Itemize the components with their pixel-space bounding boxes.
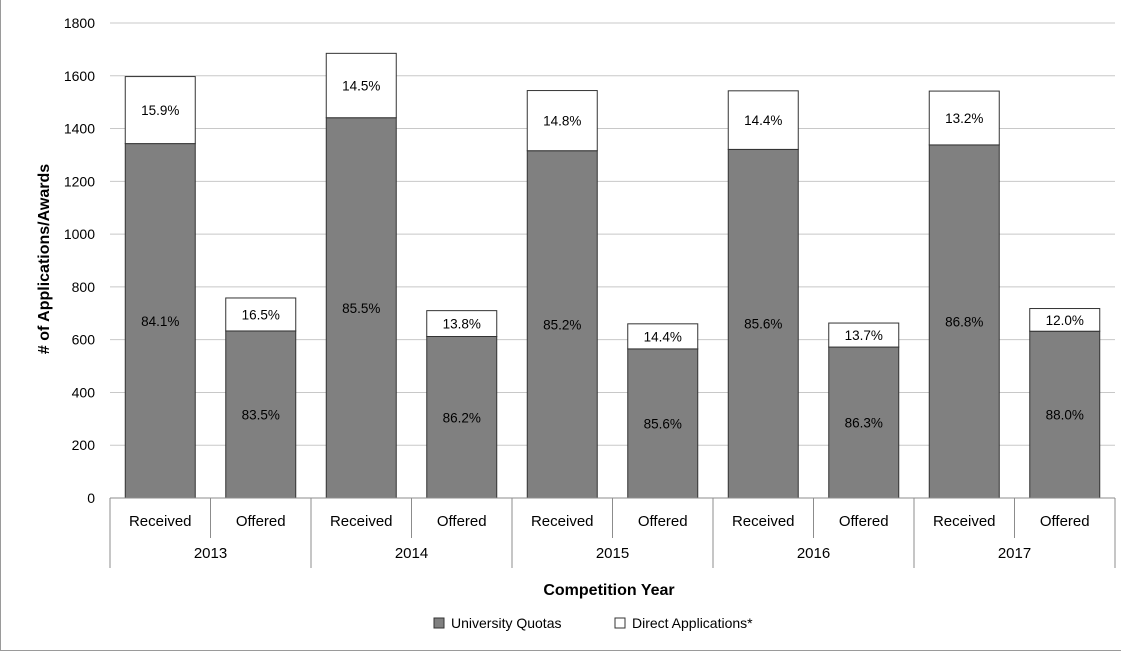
bar-university-quotas — [727, 148, 799, 499]
bar-direct-applications — [928, 90, 1000, 146]
x-group-label: 2016 — [797, 545, 830, 562]
x-category-label: Received — [129, 513, 192, 530]
bar-direct-applications — [526, 90, 598, 152]
data-label-university-quotas: 85.2% — [543, 317, 581, 332]
data-label-university-quotas: 86.3% — [845, 416, 883, 431]
bar-direct-applications — [124, 76, 196, 145]
legend: University Quotas Direct Applications* — [433, 615, 753, 631]
y-tick-label: 400 — [72, 384, 96, 400]
bar-university-quotas — [928, 144, 1000, 499]
data-label-direct-applications: 14.4% — [744, 113, 782, 128]
data-label-university-quotas: 85.6% — [644, 416, 682, 431]
y-tick-label: 1200 — [64, 173, 95, 189]
data-label-university-quotas: 86.8% — [945, 314, 983, 329]
x-category-label: Offered — [839, 513, 889, 530]
data-label-direct-applications: 14.8% — [543, 114, 581, 129]
data-label-university-quotas: 88.0% — [1046, 408, 1084, 423]
data-label-university-quotas: 86.2% — [443, 410, 481, 425]
y-tick-label: 200 — [72, 437, 96, 453]
bars — [124, 52, 1101, 499]
x-category-label: Received — [531, 513, 594, 530]
x-category-label: Offered — [236, 513, 286, 530]
data-label-direct-applications: 14.4% — [644, 329, 682, 344]
bar-direct-applications — [325, 52, 397, 119]
y-tick-label: 1000 — [64, 226, 95, 242]
x-category-label: Offered — [437, 513, 487, 530]
data-label-direct-applications: 13.7% — [845, 328, 883, 343]
legend-label: University Quotas — [451, 615, 561, 631]
labels: 84.1% 15.9% 83.5% 16.5% 85.5% 14.5% 86.2% 13.8%… — [141, 79, 1084, 432]
bar-university-quotas — [124, 143, 196, 499]
x-category-label: Offered — [1040, 513, 1090, 530]
bar-university-quotas — [828, 346, 900, 499]
x-group-label: 2013 — [194, 545, 227, 562]
x-group-label: 2017 — [998, 545, 1031, 562]
data-label-university-quotas: 83.5% — [242, 407, 280, 422]
data-label-direct-applications: 15.9% — [141, 103, 179, 118]
y-tick-label: 800 — [72, 279, 96, 295]
x-category-label: Received — [933, 513, 996, 530]
bar-university-quotas — [1029, 330, 1101, 499]
data-label-university-quotas: 85.6% — [744, 317, 782, 332]
y-tick-label: 0 — [87, 490, 95, 506]
axes: 0 200 400 600 800 1000 1200 1400 1600 1800 Receive… — [64, 15, 1116, 568]
y-axis-title: # of Applications/Awards — [36, 164, 53, 354]
bar-university-quotas — [526, 150, 598, 499]
y-tick-label: 1400 — [64, 121, 95, 137]
y-tick-label: 1600 — [64, 68, 95, 84]
legend-swatch — [614, 617, 626, 629]
x-group-label: 2015 — [596, 545, 629, 562]
data-label-university-quotas: 85.5% — [342, 301, 380, 316]
bar-direct-applications — [426, 310, 498, 337]
bar-direct-applications — [828, 322, 900, 348]
legend-swatch — [433, 617, 445, 629]
bar-direct-applications — [225, 297, 297, 332]
bar-direct-applications — [727, 90, 799, 150]
data-label-direct-applications: 14.5% — [342, 79, 380, 94]
x-category-label: Offered — [638, 513, 688, 530]
y-tick-label: 600 — [72, 332, 96, 348]
x-category-label: Received — [330, 513, 393, 530]
data-label-direct-applications: 13.2% — [945, 111, 983, 126]
x-group-label: 2014 — [395, 545, 428, 562]
y-tick-label: 1800 — [64, 15, 95, 31]
data-label-university-quotas: 84.1% — [141, 314, 179, 329]
x-category-label: Received — [732, 513, 795, 530]
bar-direct-applications — [627, 323, 699, 350]
bar-direct-applications — [1029, 308, 1101, 332]
x-axis-title: Competition Year — [543, 582, 674, 599]
legend-label: Direct Applications* — [632, 615, 753, 631]
data-label-direct-applications: 16.5% — [242, 307, 280, 322]
data-label-direct-applications: 13.8% — [443, 317, 481, 332]
data-label-direct-applications: 12.0% — [1046, 313, 1084, 328]
